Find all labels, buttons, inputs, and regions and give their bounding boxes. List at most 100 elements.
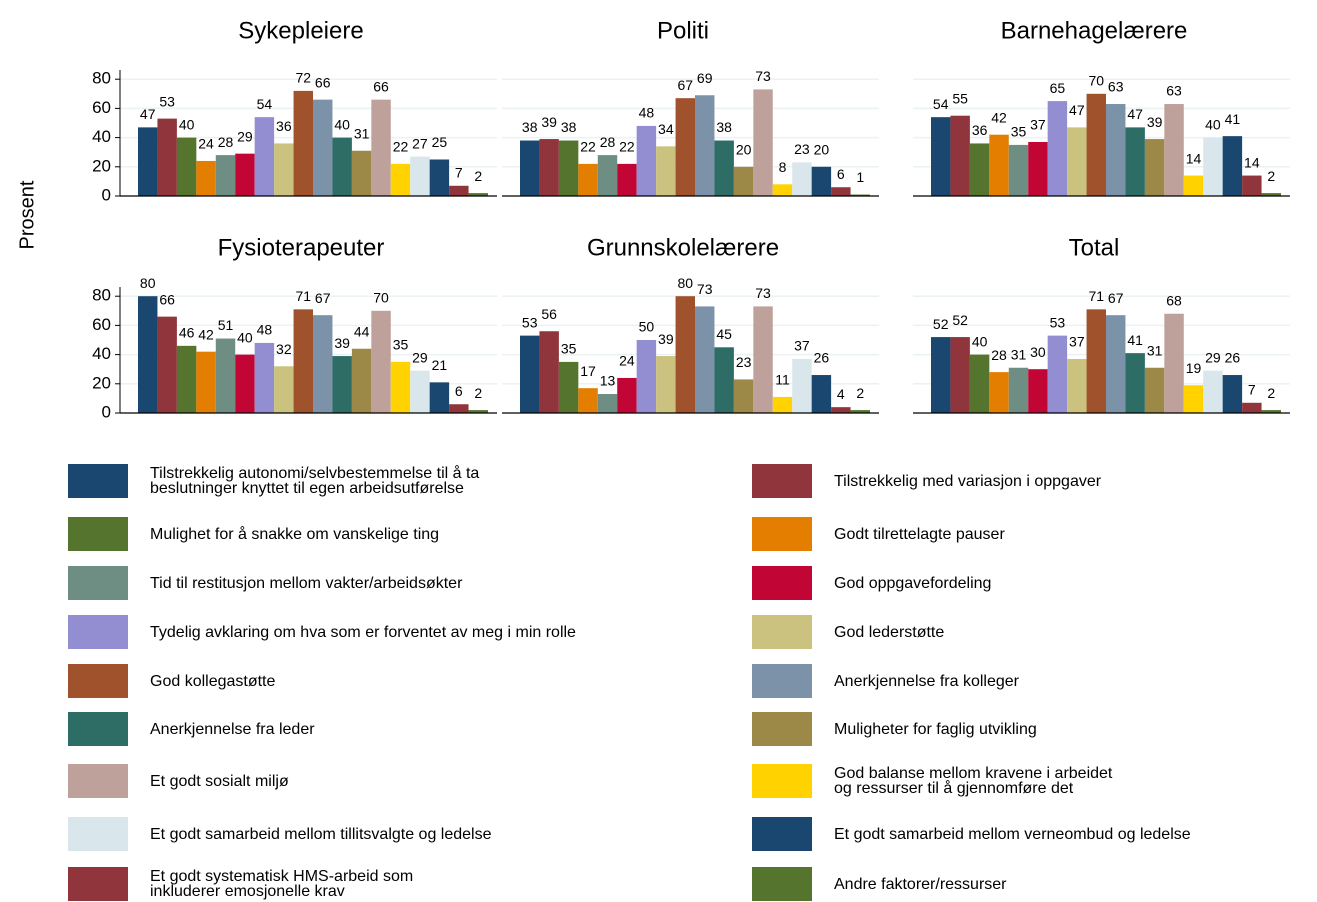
bar [1008, 144, 1029, 196]
bar [332, 356, 352, 413]
bar [578, 163, 598, 196]
y-tick-label: 80 [92, 69, 111, 88]
y-tick-label: 20 [92, 373, 111, 392]
value-label: 38 [716, 119, 732, 135]
value-label: 67 [315, 290, 331, 306]
legend-item: Godt tilrettelagte pauser [752, 517, 1005, 551]
bar [617, 377, 637, 413]
legend-item: God balanse mellom kravene i arbeidet og… [752, 764, 1112, 798]
value-label: 42 [198, 326, 214, 342]
bar [1183, 175, 1204, 196]
legend-label: Andre faktorer/ressurser [834, 875, 1007, 893]
bar [969, 143, 990, 196]
legend-item: Andre faktorer/ressurser [752, 867, 1007, 901]
y-tick-label: 60 [92, 98, 111, 117]
legend-item: God oppgavefordeling [752, 566, 991, 600]
bar [468, 193, 488, 196]
legend-swatch [752, 867, 812, 901]
value-label: 36 [276, 118, 292, 134]
bar [950, 115, 970, 196]
bar [656, 146, 676, 196]
legend-label: Et godt sosialt miljø [150, 772, 289, 790]
value-label: 28 [600, 134, 616, 150]
bar [578, 388, 598, 413]
bar [215, 338, 236, 413]
value-label: 14 [1244, 154, 1260, 170]
legend-item: Tilstrekkelig autonomi/selvbestemmelse t… [68, 464, 479, 498]
value-label: 7 [1248, 381, 1256, 397]
bar [1183, 385, 1204, 413]
bar [254, 342, 275, 413]
bar [157, 118, 177, 196]
value-label: 63 [1166, 83, 1182, 99]
value-label: 6 [455, 383, 463, 399]
bar [1106, 104, 1126, 196]
panel-title: Total [1069, 234, 1120, 261]
legend-swatch [68, 615, 128, 649]
bar [989, 372, 1009, 413]
bar [410, 156, 430, 196]
value-label: 19 [1186, 360, 1202, 376]
y-tick-label: 80 [92, 286, 111, 305]
y-tick-label: 40 [92, 344, 111, 363]
bar [235, 354, 255, 413]
bar [539, 139, 559, 196]
legend-item: Et godt systematisk HMS-arbeid som inklu… [68, 867, 413, 901]
value-label: 31 [1011, 346, 1027, 362]
legend-label: God balanse mellom kravene i arbeidet og… [834, 765, 1113, 797]
legend-swatch [68, 664, 128, 698]
legend-swatch [752, 664, 812, 698]
bar [520, 335, 540, 413]
bar [714, 347, 734, 413]
bar [351, 348, 372, 413]
bar [313, 315, 333, 413]
value-label: 23 [736, 354, 752, 370]
bar [1164, 313, 1184, 413]
bar [1164, 104, 1184, 196]
value-label: 70 [373, 290, 389, 306]
bar [1047, 101, 1068, 196]
value-label: 2 [474, 385, 482, 401]
bar [1125, 127, 1145, 196]
bar [176, 345, 197, 413]
bar [520, 140, 540, 196]
value-label: 31 [354, 125, 370, 141]
value-label: 38 [522, 119, 538, 135]
bar [733, 166, 754, 196]
legend-item: Et godt samarbeid mellom tillitsvalgte o… [68, 817, 492, 851]
bar [1222, 136, 1243, 196]
value-label: 26 [814, 350, 830, 366]
bar [558, 361, 579, 413]
bar [772, 184, 793, 196]
value-label: 6 [837, 166, 845, 182]
bar [157, 316, 177, 413]
value-label: 35 [1011, 124, 1027, 140]
value-label: 24 [198, 136, 214, 152]
legend-label: God oppgavefordeling [834, 574, 992, 592]
bar [931, 337, 951, 413]
legend-label: Et godt samarbeid mellom verneombud og l… [834, 825, 1191, 843]
bar [695, 95, 715, 196]
legend-swatch [752, 712, 812, 746]
bar [1106, 315, 1126, 413]
bar [714, 140, 734, 196]
value-label: 2 [474, 168, 482, 184]
value-label: 48 [639, 105, 655, 121]
bar [410, 370, 430, 413]
value-label: 20 [814, 142, 830, 158]
bar [254, 117, 275, 196]
bar [831, 187, 851, 196]
panel-title: Barnehagelærere [1001, 17, 1188, 44]
bar [850, 194, 870, 196]
legend-swatch [68, 464, 128, 498]
legend-label: Godt tilrettelagte pauser [834, 525, 1005, 543]
value-label: 47 [1127, 106, 1143, 122]
legend-label: Tid til restitusjon mellom vakter/arbeid… [150, 574, 463, 592]
bar [617, 163, 637, 196]
bar [989, 134, 1009, 196]
bar [831, 407, 851, 413]
value-label: 41 [1127, 332, 1143, 348]
value-label: 40 [972, 333, 988, 349]
panel-title: Politi [657, 17, 709, 44]
bar [313, 99, 333, 196]
